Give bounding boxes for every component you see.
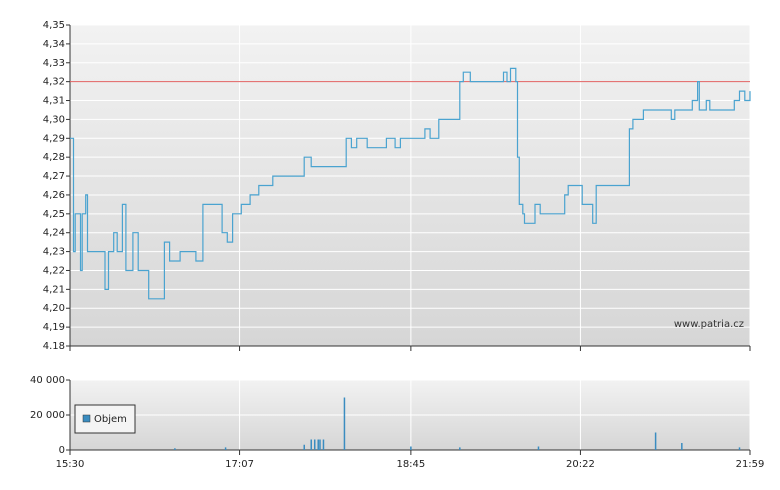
volume-bar xyxy=(174,448,176,450)
y-tick-label: 4,30 xyxy=(43,114,65,125)
y-tick-label: 4,27 xyxy=(43,171,65,182)
volume-bar xyxy=(343,397,346,450)
y-tick-label: 4,32 xyxy=(43,77,65,88)
watermark: www.patria.cz xyxy=(674,319,744,330)
y-tick-label: 4,31 xyxy=(43,96,65,107)
price-line xyxy=(70,67,751,300)
volume-bar xyxy=(224,447,227,450)
volume-bar xyxy=(310,439,312,450)
volume-bar xyxy=(410,446,412,450)
volume-bar xyxy=(317,439,319,450)
volume-bar xyxy=(303,444,305,450)
x-tick-label: 20:22 xyxy=(566,459,595,470)
y-tick-label: 4,24 xyxy=(43,228,65,239)
y-tick-label: 4.18 xyxy=(43,341,65,352)
volume-bar xyxy=(681,443,683,450)
volume-bar xyxy=(319,439,321,450)
y-tick-label: 4,21 xyxy=(43,284,65,295)
y-tick-label: 4,33 xyxy=(43,58,65,69)
y-tick-label: 4,28 xyxy=(43,152,65,163)
volume-bar xyxy=(738,447,741,450)
y-tick-label: 4,19 xyxy=(43,322,65,333)
y-tick-label: 4,35 xyxy=(43,20,65,31)
volume-bar xyxy=(537,446,540,450)
volume-bar xyxy=(313,439,316,450)
y-tick-label: 4,25 xyxy=(43,209,65,220)
x-tick-label: 15:30 xyxy=(56,459,85,470)
volume-bar xyxy=(654,432,657,450)
plot-background xyxy=(70,25,750,346)
legend-swatch xyxy=(82,414,91,423)
y-tick-label: 40 000 xyxy=(30,375,65,386)
y-tick-label: 0 xyxy=(59,445,65,456)
y-tick-label: 4,20 xyxy=(43,303,65,314)
y-tick-label: 4,29 xyxy=(43,133,65,144)
legend-label: Objem xyxy=(94,414,127,425)
y-tick-label: 20 000 xyxy=(30,410,65,421)
y-tick-label: 4,26 xyxy=(43,190,65,201)
volume-bar xyxy=(322,439,325,450)
y-tick-label: 4,23 xyxy=(43,247,65,258)
volume-bar xyxy=(459,447,461,450)
x-tick-label: 18:45 xyxy=(396,459,425,470)
x-tick-label: 17:07 xyxy=(225,459,254,470)
y-tick-label: 4,22 xyxy=(43,265,65,276)
x-tick-label: 21:59 xyxy=(736,459,765,470)
y-tick-label: 4,34 xyxy=(43,39,65,50)
